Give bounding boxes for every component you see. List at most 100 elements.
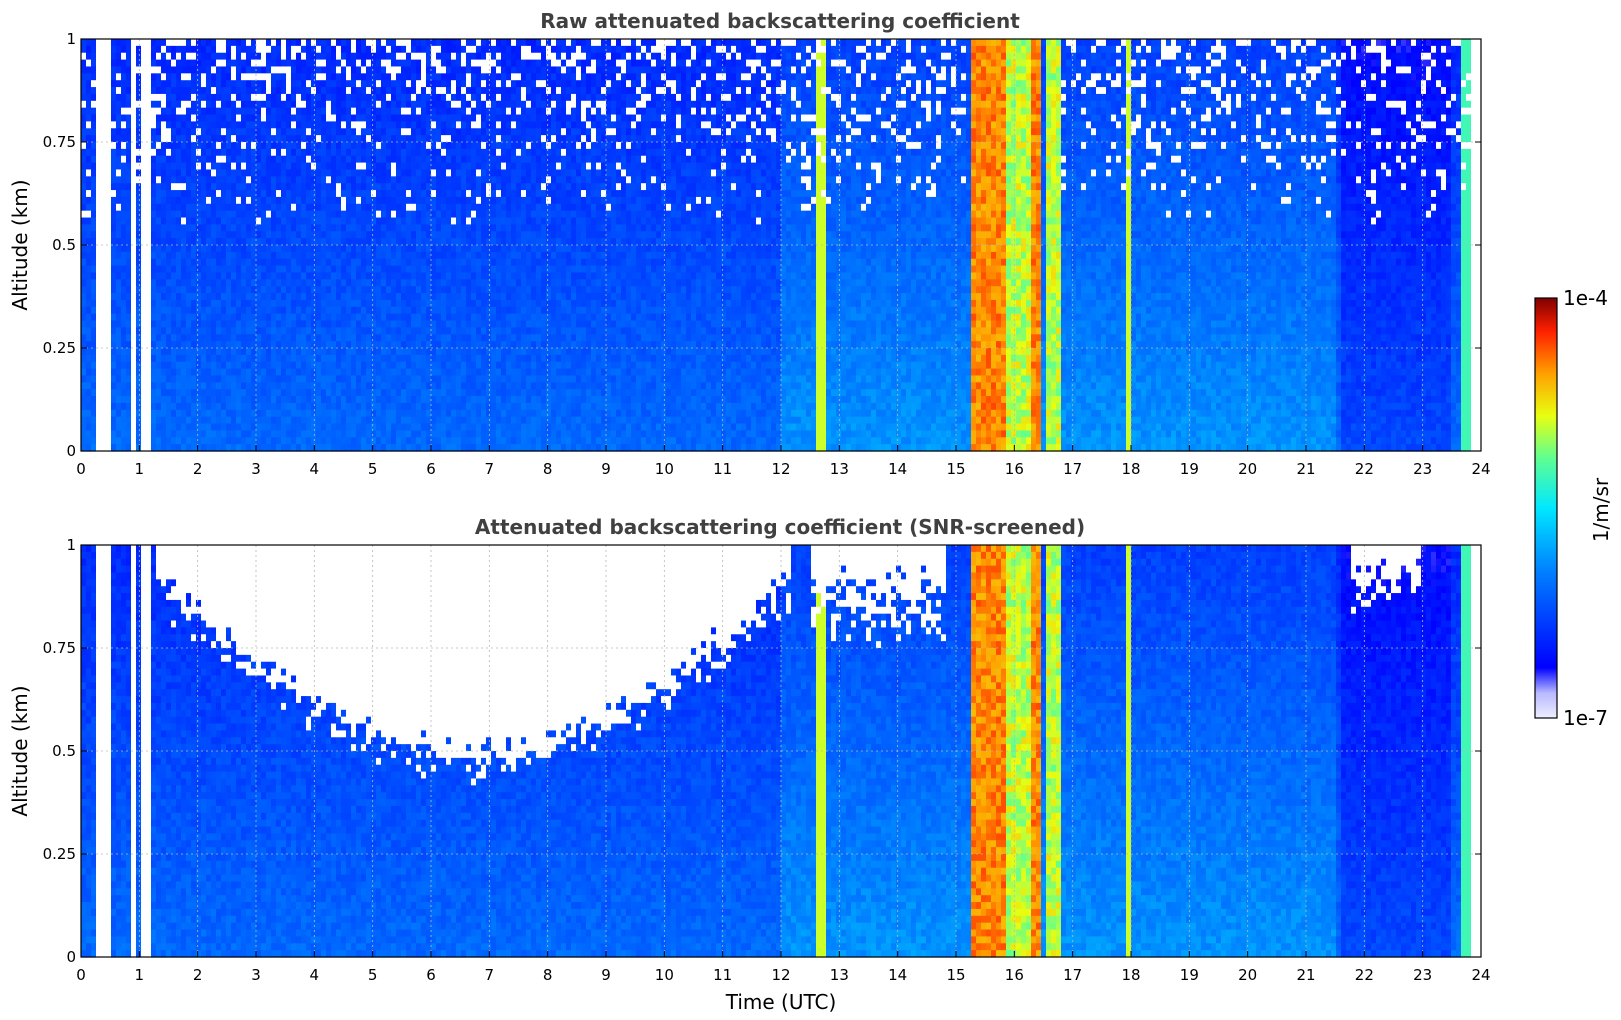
heatmap-cell (376, 375, 382, 382)
heatmap-cell (471, 410, 477, 417)
heatmap-cell (106, 424, 112, 431)
heatmap-cell (276, 163, 282, 170)
heatmap-cell (296, 87, 302, 94)
heatmap-cell (276, 211, 282, 218)
heatmap-cell (271, 73, 277, 80)
heatmap-cell (406, 266, 412, 273)
heatmap-cell (221, 355, 227, 362)
heatmap-cell (81, 231, 87, 238)
heatmap-cell (216, 204, 222, 211)
heatmap-cell (156, 39, 162, 46)
heatmap-cell (401, 149, 407, 156)
heatmap-cell (241, 259, 247, 266)
heatmap-cell (146, 66, 152, 73)
heatmap-cell (386, 341, 392, 348)
heatmap-cell (446, 156, 452, 163)
heatmap-cell (356, 176, 362, 183)
heatmap-cell (441, 272, 447, 279)
heatmap-cell (276, 46, 282, 53)
heatmap-cell (201, 60, 207, 67)
heatmap-cell (356, 128, 362, 135)
heatmap-cell (216, 149, 222, 156)
heatmap-cell (361, 66, 367, 73)
heatmap-cell (421, 355, 427, 362)
heatmap-cell (216, 128, 222, 135)
heatmap-cell (91, 169, 97, 176)
heatmap-cell (406, 437, 412, 444)
heatmap-cell (366, 190, 372, 197)
heatmap-cell (186, 176, 192, 183)
heatmap-cell (186, 430, 192, 437)
heatmap-cell (371, 224, 377, 231)
heatmap-cell (331, 218, 337, 225)
heatmap-cell (241, 266, 247, 273)
heatmap-cell (281, 231, 287, 238)
heatmap-cell (211, 163, 217, 170)
heatmap-cell (226, 321, 232, 328)
heatmap-cell (416, 300, 422, 307)
heatmap-cell (326, 238, 332, 245)
heatmap-cell (141, 80, 147, 87)
heatmap-cell (296, 424, 302, 431)
heatmap-cell (331, 238, 337, 245)
heatmap-cell (471, 430, 477, 437)
heatmap-cell (141, 176, 147, 183)
heatmap-cell (96, 417, 102, 424)
heatmap-cell (201, 197, 207, 204)
heatmap-cell (266, 307, 272, 314)
heatmap-cell (381, 424, 387, 431)
heatmap-cell (331, 314, 337, 321)
heatmap-cell (416, 437, 422, 444)
heatmap-cell (266, 334, 272, 341)
heatmap-cell (101, 183, 107, 190)
heatmap-cell (96, 197, 102, 204)
heatmap-cell (191, 293, 197, 300)
heatmap-cell (231, 279, 237, 286)
heatmap-cell (271, 355, 277, 362)
heatmap-cell (436, 375, 442, 382)
heatmap-cell (326, 211, 332, 218)
heatmap-cell (491, 348, 497, 355)
heatmap-cell (291, 53, 297, 60)
heatmap-cell (276, 286, 282, 293)
heatmap-cell (311, 259, 317, 266)
heatmap-cell (231, 135, 237, 142)
heatmap-cell (396, 176, 402, 183)
heatmap-cell (416, 410, 422, 417)
heatmap-cell (91, 430, 97, 437)
heatmap-cell (301, 348, 307, 355)
heatmap-cell (451, 128, 457, 135)
heatmap-cell (381, 183, 387, 190)
heatmap-cell (166, 231, 172, 238)
heatmap-cell (161, 156, 167, 163)
heatmap-cell (131, 94, 137, 101)
heatmap-cell (166, 46, 172, 53)
heatmap-cell (231, 327, 237, 334)
heatmap-cell (231, 417, 237, 424)
heatmap-cell (296, 245, 302, 252)
heatmap-cell (286, 321, 292, 328)
heatmap-cell (326, 218, 332, 225)
heatmap-cell (391, 46, 397, 53)
heatmap-cell (371, 396, 377, 403)
heatmap-cell (181, 286, 187, 293)
heatmap-cell (166, 218, 172, 225)
heatmap-cell (476, 245, 482, 252)
heatmap-cell (286, 355, 292, 362)
heatmap-cell (81, 142, 87, 149)
heatmap-cell (181, 135, 187, 142)
heatmap-cell (316, 115, 322, 122)
heatmap-cell (176, 334, 182, 341)
heatmap-cell (466, 403, 472, 410)
heatmap-cell (306, 279, 312, 286)
heatmap-cell (221, 80, 227, 87)
heatmap-cell (241, 382, 247, 389)
heatmap-cell (126, 382, 132, 389)
heatmap-cell (141, 341, 147, 348)
heatmap-cell (111, 375, 117, 382)
heatmap-cell (241, 53, 247, 60)
heatmap-cell (136, 218, 142, 225)
heatmap-cell (316, 224, 322, 231)
heatmap-cell (236, 410, 242, 417)
heatmap-cell (421, 121, 427, 128)
